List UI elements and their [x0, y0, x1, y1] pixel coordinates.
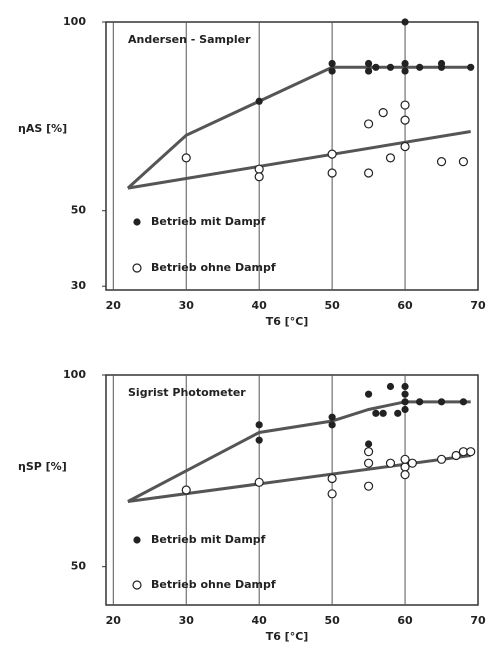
data-point	[467, 63, 475, 71]
data-point	[255, 436, 263, 444]
panel-title: Andersen - Sampler	[128, 33, 251, 46]
legend-marker	[133, 536, 141, 544]
y-tick-label: 50	[71, 204, 87, 217]
data-point	[400, 462, 410, 472]
data-point	[394, 409, 402, 417]
data-point	[363, 119, 374, 129]
data-point	[401, 382, 409, 391]
data-point	[386, 63, 395, 71]
data-point	[437, 398, 446, 406]
data-point	[254, 164, 264, 174]
data-point	[364, 390, 373, 398]
plot-frame	[105, 21, 479, 291]
data-point	[254, 477, 264, 487]
data-point	[401, 67, 409, 75]
x-tick-label: 20	[106, 299, 122, 312]
data-point	[458, 157, 469, 167]
x-tick-label: 30	[179, 614, 195, 627]
legend-label: Betrieb ohne Dampf	[151, 261, 276, 274]
data-point	[385, 153, 396, 163]
data-point	[372, 63, 380, 71]
data-point	[401, 390, 409, 398]
legend-marker	[132, 580, 142, 590]
x-tick-label: 60	[397, 614, 413, 627]
x-tick-label: 50	[324, 299, 340, 312]
x-tick-label: 70	[470, 614, 486, 627]
data-point	[254, 172, 264, 182]
data-point	[363, 168, 374, 178]
data-point	[385, 458, 396, 468]
data-point	[372, 409, 380, 417]
data-point	[364, 67, 373, 75]
data-point	[407, 458, 417, 468]
data-point	[451, 450, 461, 461]
x-tick-label: 40	[252, 299, 268, 312]
data-point	[401, 59, 409, 68]
data-point	[364, 59, 373, 68]
x-tick-label: 40	[252, 614, 268, 627]
data-point	[459, 398, 468, 406]
data-point	[400, 454, 410, 464]
y-tick-label: 100	[63, 368, 86, 381]
data-point	[416, 63, 424, 71]
x-tick-label: 70	[470, 299, 486, 312]
data-point	[379, 409, 387, 417]
data-point	[416, 398, 424, 406]
fit-line	[127, 129, 471, 190]
data-point	[181, 153, 191, 163]
data-point	[255, 421, 263, 429]
plot-frame	[105, 374, 479, 606]
panel-title: Sigrist Photometer	[128, 386, 246, 399]
y-tick-label: 50	[71, 560, 87, 573]
x-axis-label: T6 [°C]	[266, 630, 309, 643]
x-axis-label: T6 [°C]	[266, 315, 309, 328]
x-tick-label: 60	[397, 299, 413, 312]
data-point	[327, 489, 337, 499]
data-point	[327, 149, 337, 159]
legend-label: Betrieb mit Dampf	[151, 215, 266, 228]
data-point	[400, 100, 410, 110]
x-tick-label: 30	[179, 299, 195, 312]
data-point	[328, 421, 336, 429]
data-point	[363, 447, 374, 457]
data-point	[401, 398, 409, 406]
data-point	[327, 473, 337, 484]
data-point	[386, 382, 395, 391]
fit-line	[127, 400, 471, 503]
y-tick-label: 100	[63, 15, 86, 28]
data-point	[437, 63, 446, 71]
data-point	[327, 168, 337, 178]
legend-label: Betrieb mit Dampf	[151, 533, 266, 546]
fit-line	[126, 65, 471, 190]
data-point	[363, 481, 374, 491]
legend-marker	[133, 218, 141, 226]
data-point	[255, 97, 263, 105]
data-point	[378, 107, 388, 118]
data-point	[436, 157, 447, 167]
data-point	[400, 115, 410, 125]
x-tick-label: 50	[324, 614, 340, 627]
y-axis-label: ηSP [%]	[18, 460, 67, 473]
y-axis-label: ηAS [%]	[18, 122, 67, 135]
data-point	[328, 413, 336, 421]
legend-label: Betrieb ohne Dampf	[151, 578, 276, 591]
data-point	[363, 458, 374, 468]
data-point	[364, 440, 373, 448]
data-point	[401, 18, 409, 26]
legend-marker	[132, 263, 142, 273]
x-tick-label: 20	[106, 614, 122, 627]
y-tick-label: 30	[71, 279, 87, 292]
data-point	[400, 141, 410, 152]
data-point	[401, 405, 409, 414]
fit-line	[127, 454, 471, 503]
data-point	[181, 485, 191, 495]
data-point	[328, 59, 336, 68]
data-point	[436, 454, 447, 464]
data-point	[466, 447, 476, 457]
data-point	[328, 67, 336, 75]
data-point	[400, 470, 410, 480]
